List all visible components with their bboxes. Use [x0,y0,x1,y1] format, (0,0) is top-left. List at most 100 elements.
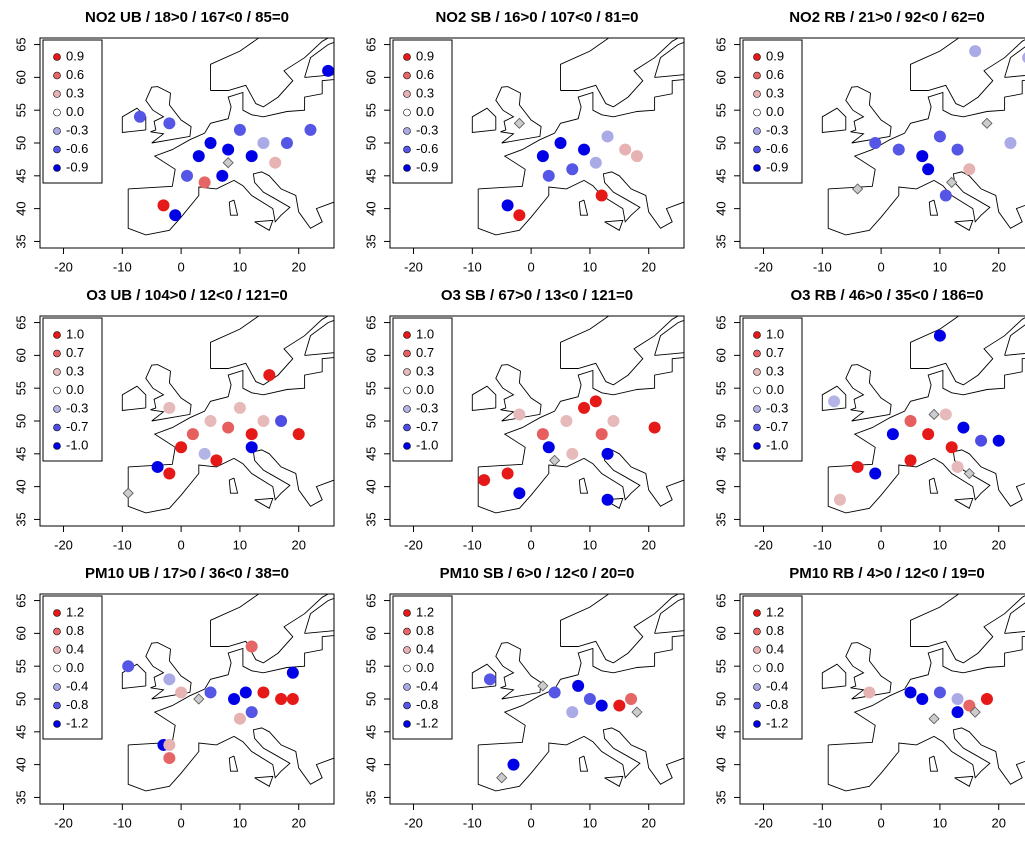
y-tick-label: 45 [13,725,28,739]
coastline [604,775,624,787]
map-panel: O3 RB / 46>0 / 35<0 / 186=0 -20 -10 0 10 20 35… [713,287,1025,552]
y-tick-label: 35 [713,790,728,804]
station [963,163,976,176]
map-panel: NO2 UB / 18>0 / 167<0 / 85=0 -20 -10 0 10 20 3… [13,9,335,274]
y-tick-label: 60 [713,348,728,362]
x-tick-label: 20 [291,259,305,274]
station [275,693,288,705]
coastline [954,775,974,787]
legend-box [392,39,453,184]
legend-marker [53,71,61,80]
legend: 0.9 0.6 0.3 0.0 -0.3 -0.6 -0.9 [742,39,803,184]
station [275,415,288,427]
y-tick-label: 40 [363,201,378,215]
legend-marker [403,90,411,98]
y-tick-label: 55 [13,103,28,117]
legend-marker [753,90,761,98]
legend-box [42,39,103,184]
legend-marker [753,145,761,154]
legend-label: -0.4 [66,678,88,693]
y-tick-label: 35 [713,234,728,248]
coastline [210,594,330,664]
legend-marker [753,609,761,617]
station [863,686,876,699]
x-tick-label: 0 [528,815,535,830]
legend-label: -0.7 [766,419,788,434]
y-tick-label: 55 [713,659,728,673]
coastline [145,86,192,144]
station [542,441,555,454]
x-tick-label: -20 [404,259,423,274]
station [922,428,935,441]
station [963,699,976,712]
coastline [254,775,274,787]
map-panel: O3 SB / 67>0 / 13<0 / 121=0 -20 -10 0 10 20 35… [363,287,685,552]
station [595,189,608,202]
map-area [821,594,1025,792]
y-tick-label: 65 [713,315,728,329]
legend-marker [53,164,61,172]
station [601,130,614,143]
y-tick-label: 60 [363,626,378,640]
station [1004,137,1017,149]
legend: 1.0 0.7 0.3 0.0 -0.3 -0.7 -1.0 [392,317,453,462]
station [548,686,561,699]
coastline [821,663,847,690]
y-tick-label: 60 [363,70,378,84]
station [157,199,170,212]
legend-marker [753,71,761,80]
station-zero [981,117,993,129]
station [257,137,270,149]
legend-marker [403,664,411,673]
legend-marker [403,720,411,728]
x-tick-label: -10 [813,537,832,552]
station-zero [122,487,134,499]
legend-label: 0.3 [416,363,434,378]
y-tick-label: 45 [713,169,728,183]
map-panel: NO2 RB / 21>0 / 92<0 / 62=0 -20 -10 0 10 20 35… [713,9,1025,274]
legend-label: 0.7 [416,345,434,360]
station [216,169,229,182]
x-tick-label: 20 [291,537,305,552]
y-tick-label: 50 [363,692,378,706]
station [513,209,526,222]
panel-title: PM10 UB / 17>0 / 36<0 / 38=0 [85,565,289,582]
station [572,679,585,692]
station [228,693,241,705]
station [578,143,591,156]
legend-label: 0.6 [766,67,784,82]
station [198,176,211,189]
station [951,693,964,705]
legend-label: -1.2 [66,715,88,730]
station [613,699,626,712]
map-area [471,594,684,792]
station [886,428,899,441]
y-tick-label: 50 [713,136,728,150]
station [133,110,146,123]
coastline [910,594,1025,664]
coastline [478,635,684,746]
station [566,706,579,719]
legend-label: 0.9 [416,48,434,63]
coastline [495,642,542,700]
y-tick-label: 65 [713,593,728,607]
station [478,474,491,487]
coastline [560,594,680,664]
y-tick-label: 45 [363,447,378,461]
coastline [304,319,334,356]
station [583,693,596,705]
map-area [471,316,684,514]
station [869,467,882,480]
legend-marker [403,349,411,358]
coastline [478,79,684,190]
x-tick-label: 10 [583,259,597,274]
legend-marker [53,609,61,617]
coastline [654,319,684,356]
coastline [254,497,274,509]
coastline [304,41,334,78]
map-area [121,594,334,792]
coastline [127,449,334,514]
x-tick-label: -20 [404,815,423,830]
station [589,156,602,169]
y-tick-label: 65 [363,315,378,329]
